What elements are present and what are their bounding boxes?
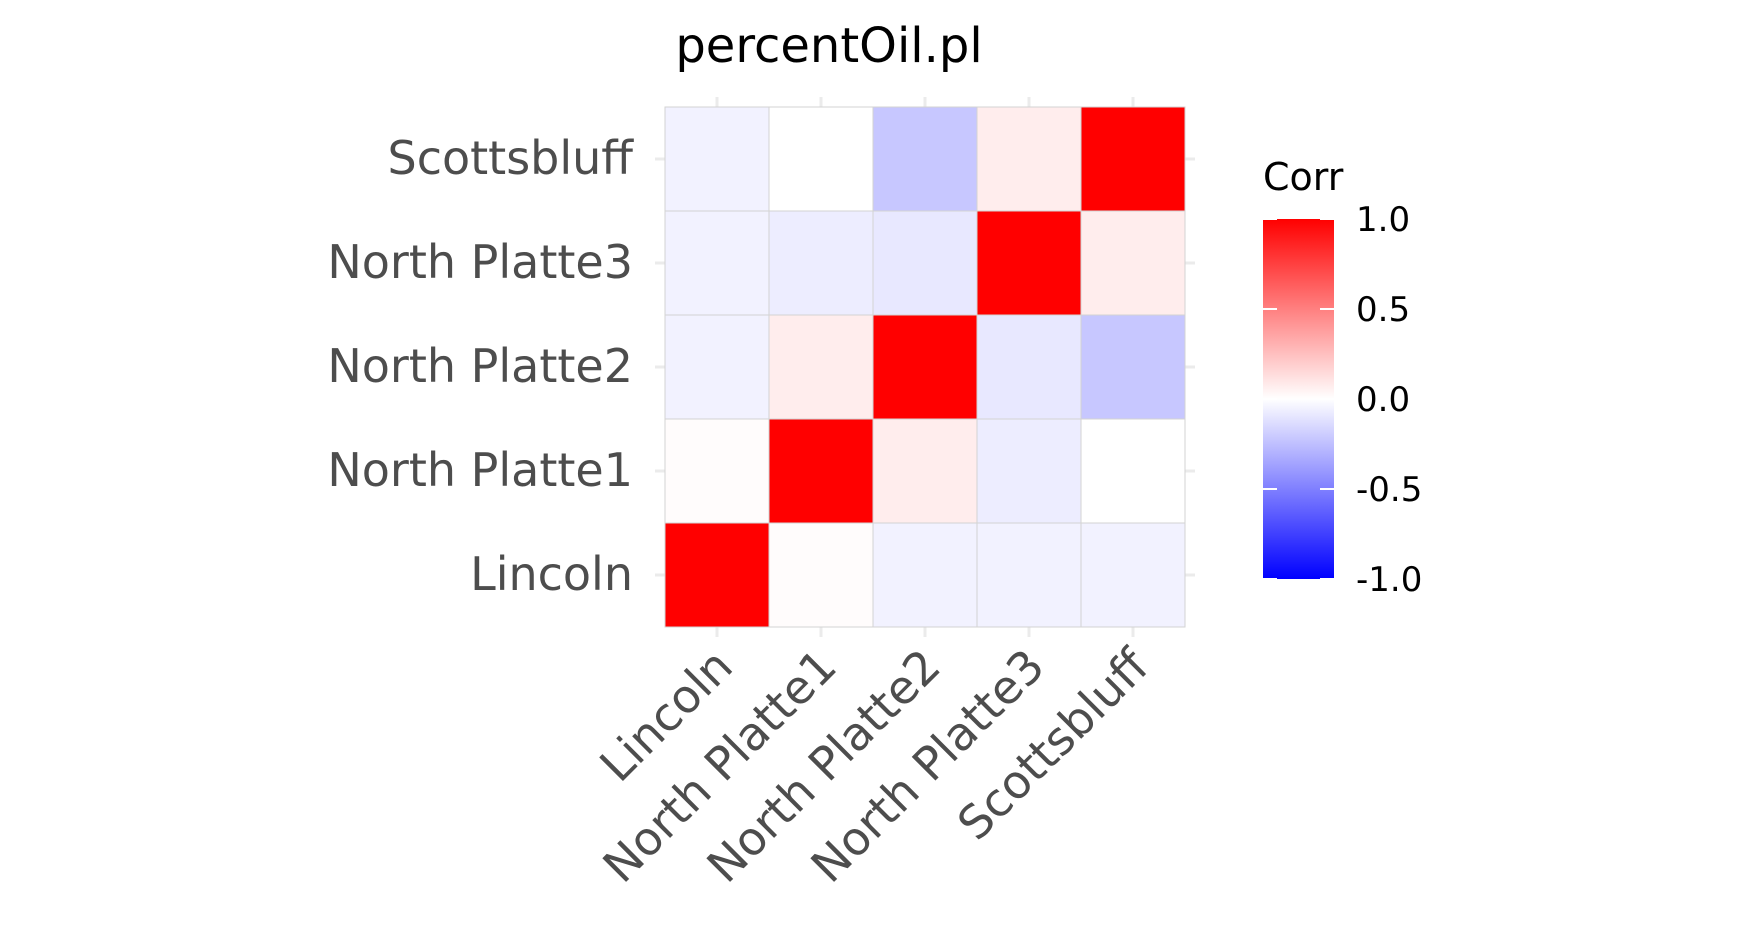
legend-tick-label: 0.5 [1356,290,1410,330]
legend-tick-label: -1.0 [1356,560,1422,600]
heatmap-cell [872,314,978,420]
heatmap-cell [664,314,770,420]
legend-tick-label: 0.0 [1356,380,1410,420]
legend-tick-label: 1.0 [1356,200,1410,240]
heatmap-cell [768,418,874,524]
legend-tick-label: -0.5 [1356,470,1422,510]
heatmap-cell [872,210,978,316]
heatmap-cell [976,314,1082,420]
y-axis-tick-labels: Lincoln North Platte1 North Platte2 North P… [327,131,634,601]
heatmap-cell [768,106,874,212]
heatmap-cell [976,106,1082,212]
heatmap-cell [976,210,1082,316]
chart-title: percentOil.pl [675,18,982,74]
heatmap-cell [768,522,874,628]
heatmap-cell [664,210,770,316]
heatmap-cell [872,522,978,628]
heatmap-cell [768,210,874,316]
heatmap-cell [1080,210,1186,316]
legend: Corr 1.0 0.5 0.0 -0.5 -1.0 [1263,155,1422,600]
heatmap-cell [768,314,874,420]
heatmap-cell [664,522,770,628]
heatmap-cell [1080,314,1186,420]
heatmap-cell [1080,418,1186,524]
heatmap-cells [664,106,1186,628]
y-tick-label: North Platte2 [327,339,633,393]
heatmap-cell [976,418,1082,524]
heatmap-cell [664,418,770,524]
y-tick-label: North Platte1 [327,443,633,497]
heatmap-cell [872,418,978,524]
heatmap-cell [872,106,978,212]
heatmap-cell [664,106,770,212]
heatmap-cell [1080,522,1186,628]
heatmap-cell [1080,106,1186,212]
legend-title: Corr [1263,155,1344,199]
y-tick-label: Scottsbluff [388,131,635,185]
y-tick-label: Lincoln [470,547,633,601]
heatmap-cell [976,522,1082,628]
y-tick-label: North Platte3 [327,235,633,289]
